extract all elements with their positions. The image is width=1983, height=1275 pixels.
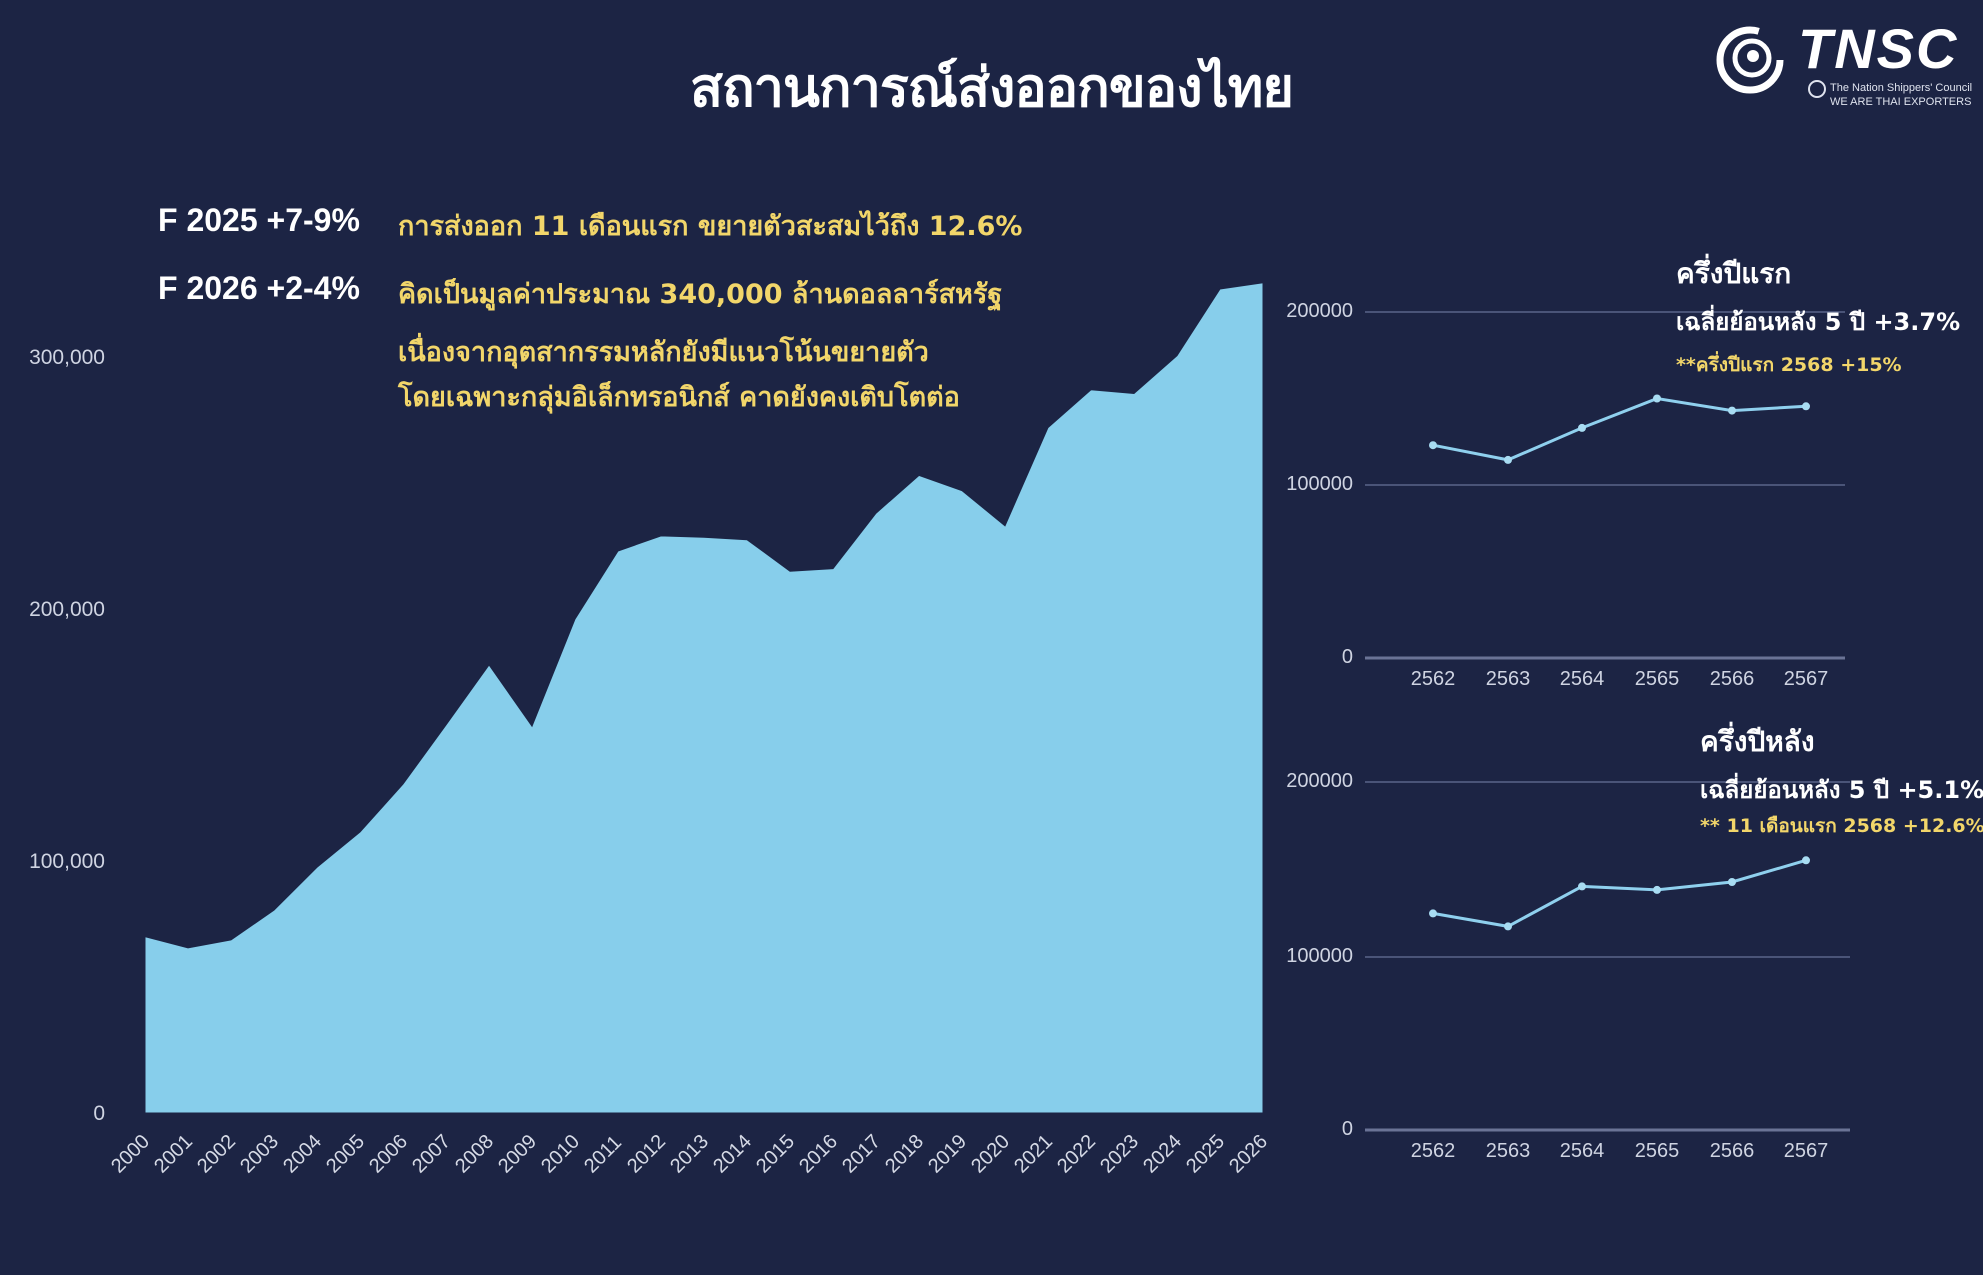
y-tick-label: 0 (1341, 646, 1353, 668)
x-tick-label: 2565 (1634, 1140, 1680, 1162)
y-tick-label: 200,000 (29, 598, 105, 621)
export-area-series (144, 282, 1264, 1114)
data-point (1504, 455, 1512, 464)
note-line-3: เนื่องจากอุตสากรรมหลักยังมีแนวโน้นขยายตั… (398, 337, 929, 368)
y-tick-label: 200000 (1286, 300, 1353, 322)
data-point (1653, 885, 1661, 894)
y-tick-label: 300,000 (29, 346, 105, 369)
y-tick-label: 200000 (1286, 770, 1353, 792)
logo-subtitle: The Nation Shippers' Council (1830, 82, 1973, 94)
y-tick-label: 100000 (1286, 945, 1353, 967)
note-line-4: โดยเฉพาะกลุ่มอิเล็กทรอนิกส์ คาดยังคงเติบ… (398, 382, 960, 413)
data-point (1728, 878, 1736, 886)
first-half-average: เฉลี่ยย้อนหลัง 5 ปี +3.7% (1676, 308, 1961, 336)
first-half-series (1432, 396, 1807, 462)
x-tick-label: 2562 (1410, 1140, 1456, 1162)
second-half-average: เฉลี่ยย้อนหลัง 5 ปี +5.1% (1700, 776, 1983, 804)
forecast-2025: F 2025 +7-9% (158, 202, 360, 238)
x-tick-label: 2566 (1709, 1140, 1755, 1162)
data-point (1653, 394, 1661, 403)
data-point (1802, 402, 1810, 411)
tnsc-logo: TNSC The Nation Shippers' Council WE ARE… (1712, 16, 1973, 108)
y-tick-label: 100000 (1286, 473, 1353, 495)
y-tick-label: 0 (1341, 1118, 1353, 1140)
x-tick-label: 2566 (1709, 668, 1755, 690)
first-half-title: ครึ่งปีแรก (1676, 257, 1792, 290)
x-tick-label: 2564 (1559, 668, 1605, 690)
tnsc-swirl-logo-icon (1716, 26, 1784, 94)
data-point (1504, 922, 1512, 931)
data-point (1578, 882, 1586, 891)
data-point (1728, 406, 1736, 415)
y-tick-label: 100,000 (29, 850, 105, 873)
gear-emblem-icon (1808, 80, 1826, 98)
x-tick-label: 2567 (1783, 668, 1829, 690)
x-tick-label: 2562 (1410, 668, 1456, 690)
data-point (1429, 441, 1437, 450)
logo-wordmark: TNSC (1798, 17, 1959, 80)
x-tick-label: 2563 (1485, 668, 1531, 690)
logo-tagline: WE ARE THAI EXPORTERS (1830, 96, 1972, 108)
x-tick-label: 2565 (1634, 668, 1680, 690)
note-line-1: การส่งออก 11 เดือนแรก ขยายตัวสะสมไว้ถึง … (398, 211, 1023, 242)
x-tick-label: 2563 (1485, 1140, 1531, 1162)
second-half-title: ครึ่งปีหลัง (1700, 725, 1815, 758)
first-half-note: **ครึ่งปีแรก 2568 +15% (1676, 354, 1902, 376)
data-point (1578, 423, 1586, 432)
y-tick-label: 0 (93, 1102, 105, 1125)
second-half-series (1432, 858, 1807, 928)
page-title: สถานการณ์ส่งออกของไทย (689, 56, 1294, 119)
x-tick-label: 2567 (1783, 1140, 1829, 1162)
second-half-note: ** 11 เดือนแรก 2568 +12.6% (1700, 815, 1983, 837)
forecast-2026: F 2026 +2-4% (158, 270, 360, 306)
x-tick-label: 2564 (1559, 1140, 1605, 1162)
data-point (1429, 909, 1437, 918)
data-point (1802, 856, 1810, 865)
note-line-2: คิดเป็นมูลค่าประมาณ 340,000 ล้านดอลลาร์ส… (398, 279, 1003, 310)
